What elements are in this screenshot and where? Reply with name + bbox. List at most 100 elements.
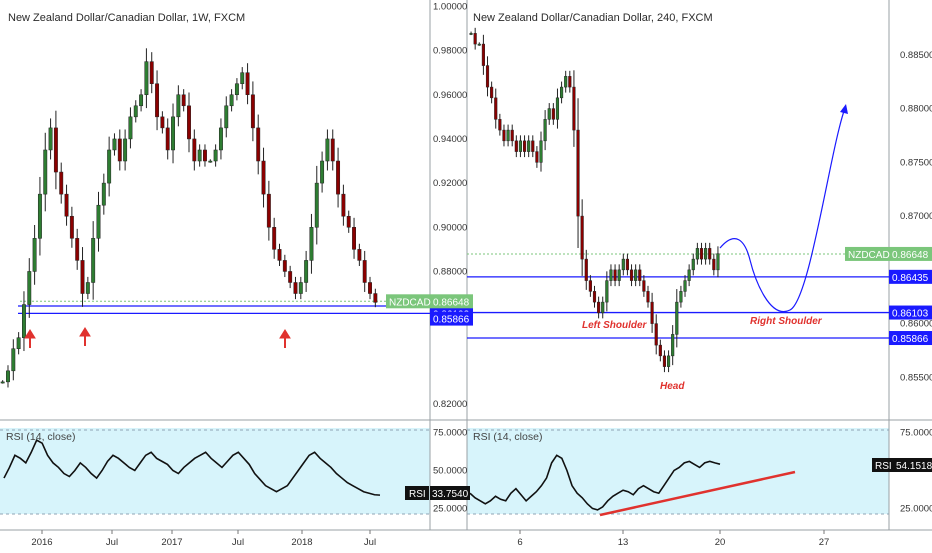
- candle-body: [346, 215, 351, 228]
- candle-body: [165, 127, 170, 151]
- candle-body: [85, 282, 90, 294]
- symbol-badge: NZDCAD: [389, 297, 431, 308]
- candle-body: [43, 149, 48, 195]
- candle-body: [304, 260, 309, 283]
- candle-body: [654, 323, 658, 346]
- candle-body: [564, 76, 568, 88]
- time-tick-label: Jul: [364, 537, 376, 548]
- y-tick-label: 0.94000: [433, 134, 467, 145]
- candle-body: [522, 140, 527, 152]
- candle-body: [352, 227, 356, 250]
- candle-body: [638, 269, 642, 281]
- rsi-tick-label: 25.0000: [900, 503, 932, 514]
- symbol-badge-bg: [386, 294, 430, 309]
- rsi-tick-label: 75.0000: [433, 428, 467, 439]
- candle-body: [675, 301, 679, 335]
- candle-body: [357, 249, 362, 261]
- candle-body: [679, 291, 683, 303]
- candle-body: [691, 258, 695, 271]
- candle-body: [187, 105, 191, 140]
- candle-body: [469, 33, 473, 35]
- candle-body: [373, 293, 378, 303]
- candle-body: [642, 280, 646, 292]
- candle-body: [128, 116, 133, 140]
- price-label-bg: [889, 269, 932, 284]
- candle-body: [309, 227, 314, 261]
- candle-body: [325, 138, 330, 162]
- y-tick-label: 0.88500: [900, 50, 932, 61]
- projection-arrowhead: [840, 104, 848, 114]
- left-rsi-badge-label-bg: [405, 486, 429, 500]
- candle-body: [646, 291, 650, 303]
- candle-body: [37, 193, 42, 239]
- time-tick-label: 6: [517, 537, 522, 548]
- candle-body: [613, 269, 617, 281]
- candle-body: [506, 129, 510, 142]
- candle-body: [224, 105, 229, 129]
- candle-body: [473, 33, 477, 45]
- candle-body: [240, 72, 245, 84]
- current-price-label: 0.86648: [433, 297, 470, 308]
- support-arrows: [24, 327, 291, 348]
- price-label: 0.86103: [892, 309, 929, 320]
- time-tick-label: 27: [819, 537, 830, 548]
- current-price-bg: [430, 294, 473, 309]
- candle-body: [208, 160, 213, 163]
- candle-body: [547, 108, 551, 120]
- candle-body: [6, 370, 10, 383]
- candle-body: [245, 72, 250, 96]
- candle-body: [27, 271, 32, 305]
- candle-body: [266, 193, 271, 228]
- rsi-right-band: [467, 428, 889, 514]
- candle-body: [282, 260, 287, 272]
- candle-body: [69, 215, 74, 239]
- candle-body: [293, 282, 298, 294]
- candle-body: [0, 381, 5, 384]
- candle-body: [171, 116, 175, 151]
- y-tick-label: 0.82000: [433, 399, 467, 410]
- candle-body: [203, 149, 207, 162]
- candle-body: [708, 248, 712, 260]
- y-tick-label: 0.86000: [900, 319, 932, 330]
- time-tick-label: 20: [715, 537, 726, 548]
- projection-curve: [719, 107, 846, 313]
- y-tick-label: 0.85500: [900, 372, 932, 383]
- candle-body: [53, 127, 58, 173]
- y-tick-label: 0.98000: [433, 46, 467, 57]
- candle-body: [22, 304, 26, 338]
- y-tick-label: 1.00000: [433, 1, 467, 12]
- candle-body: [551, 108, 555, 120]
- candle-body: [80, 260, 85, 294]
- current-price-label: 0.86648: [892, 250, 929, 261]
- candle-body: [539, 140, 543, 163]
- candle-body: [160, 116, 165, 129]
- candle-body: [192, 138, 197, 162]
- candle-body: [629, 269, 634, 281]
- rsi-tick-label: 50.0000: [433, 465, 467, 476]
- candle-body: [234, 83, 239, 96]
- candle-body: [139, 94, 144, 107]
- candle-body: [123, 138, 128, 162]
- y-tick-label: 0.96000: [433, 90, 467, 101]
- candle-body: [704, 248, 708, 260]
- candle-body: [510, 129, 514, 142]
- candle-body: [514, 140, 518, 152]
- time-tick-label: 2017: [161, 537, 182, 548]
- candle-body: [314, 182, 319, 228]
- candle-body: [218, 127, 223, 151]
- time-tick-label: Jul: [232, 537, 244, 548]
- candle-body: [695, 248, 699, 260]
- y-tick-label: 0.92000: [433, 178, 467, 189]
- candle-body: [625, 258, 629, 271]
- candle-body: [597, 301, 601, 314]
- candle-body: [336, 160, 341, 195]
- candle-body: [11, 348, 16, 372]
- price-label-bg: [889, 331, 932, 346]
- candle-body: [288, 271, 293, 283]
- right-rsi-badge-value: 54.1518: [896, 461, 932, 472]
- candle-body: [256, 127, 261, 162]
- right-rsi-badge-value-bg: [894, 458, 932, 472]
- candle-body: [490, 86, 494, 99]
- time-tick-label: Jul: [106, 537, 118, 548]
- candle-body: [687, 269, 691, 281]
